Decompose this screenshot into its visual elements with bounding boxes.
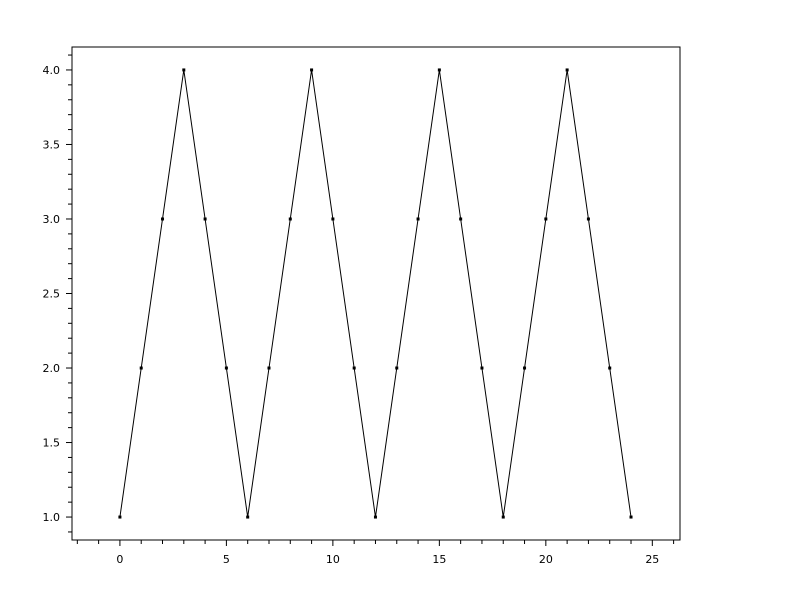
x-tick-label: 20 xyxy=(539,553,553,566)
data-point xyxy=(437,68,441,72)
data-point xyxy=(395,366,399,370)
data-point xyxy=(288,217,292,221)
x-tick-label: 5 xyxy=(223,553,230,566)
data-point xyxy=(608,366,612,370)
plot-frame xyxy=(71,46,681,541)
data-point xyxy=(459,217,463,221)
data-point xyxy=(203,217,207,221)
y-tick-label: 4.0 xyxy=(43,64,61,77)
data-point xyxy=(267,366,271,370)
data-point xyxy=(161,217,165,221)
series-line xyxy=(119,69,632,518)
x-tick-label: 10 xyxy=(326,553,340,566)
data-point xyxy=(416,217,420,221)
data-point xyxy=(373,515,377,519)
data-point xyxy=(224,366,228,370)
data-point xyxy=(118,515,122,519)
data-point xyxy=(182,68,186,72)
y-tick-label: 1.5 xyxy=(43,437,61,450)
data-point xyxy=(246,515,250,519)
data-point xyxy=(544,217,548,221)
data-point xyxy=(523,366,527,370)
x-tick-label: 15 xyxy=(432,553,446,566)
data-point xyxy=(480,366,484,370)
x-tick-label: 25 xyxy=(645,553,659,566)
y-tick-label: 2.5 xyxy=(43,288,61,301)
y-tick-label: 3.0 xyxy=(43,213,61,226)
data-point xyxy=(352,366,356,370)
data-point xyxy=(139,366,143,370)
y-tick-label: 1.0 xyxy=(43,511,61,524)
data-point xyxy=(310,68,314,72)
data-point xyxy=(501,515,505,519)
data-point xyxy=(629,515,633,519)
y-tick-label: 3.5 xyxy=(43,138,61,151)
data-point xyxy=(586,217,590,221)
data-point xyxy=(565,68,569,72)
data-point xyxy=(331,217,335,221)
x-tick-label: 0 xyxy=(116,553,123,566)
y-tick-label: 2.0 xyxy=(43,362,61,375)
